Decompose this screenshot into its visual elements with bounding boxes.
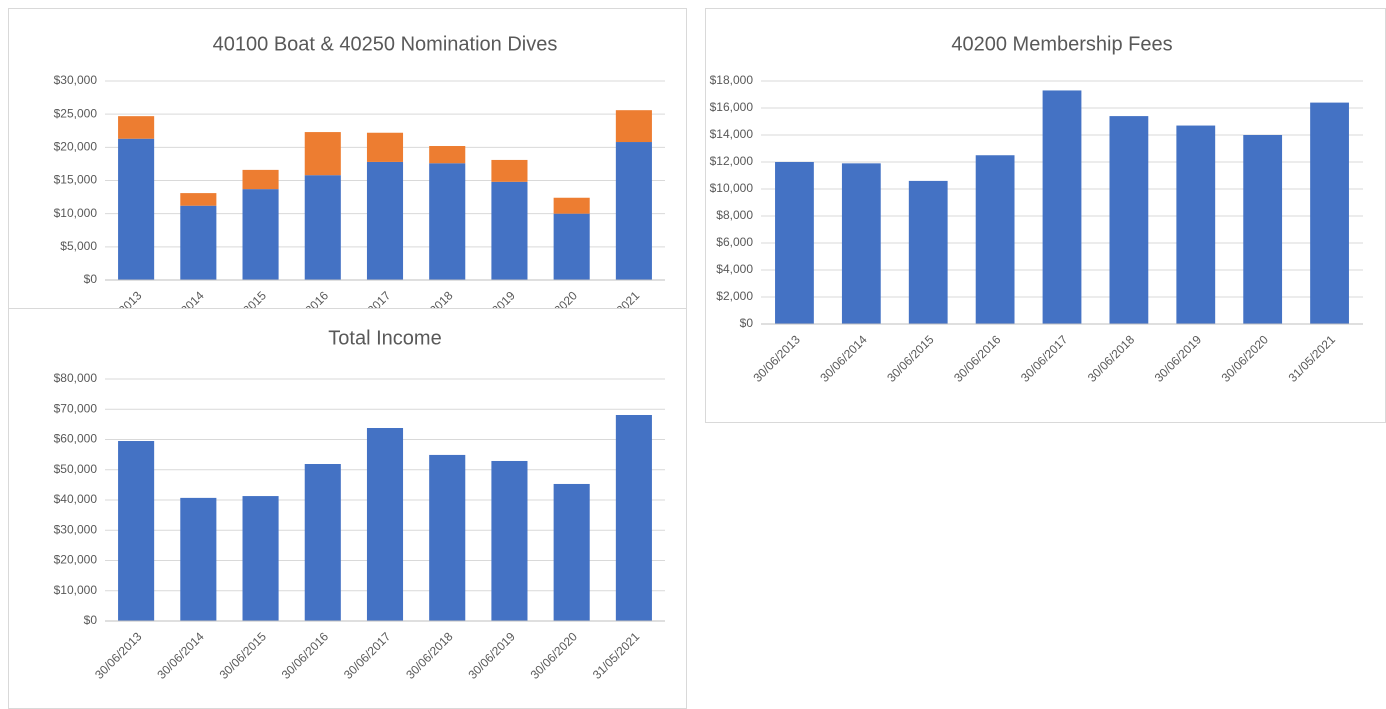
y-tick-label: $30,000 — [54, 73, 98, 87]
bar — [118, 116, 155, 139]
y-tick-label: $20,000 — [54, 140, 98, 154]
bar — [491, 181, 528, 280]
y-tick-label: $20,000 — [54, 553, 98, 567]
y-tick-label: $10,000 — [54, 583, 98, 597]
bar — [1176, 125, 1216, 324]
x-tick-label: 30/06/2018 — [1085, 332, 1138, 385]
x-tick-label: 30/06/2016 — [279, 629, 332, 682]
y-tick-label: $2,000 — [716, 289, 753, 303]
bar — [304, 132, 341, 176]
bar — [491, 460, 528, 621]
y-tick-label: $70,000 — [54, 401, 98, 415]
bar — [429, 163, 466, 280]
x-tick-label: 30/06/2014 — [817, 332, 870, 385]
x-tick-label: 30/06/2018 — [403, 629, 456, 682]
bar — [775, 162, 814, 324]
y-tick-label: $18,000 — [710, 73, 754, 87]
x-tick-label: 30/06/2019 — [465, 629, 518, 682]
bar — [366, 428, 404, 621]
bar — [1310, 102, 1349, 324]
y-tick-label: $10,000 — [710, 181, 754, 195]
bar — [429, 146, 466, 164]
x-tick-label: 30/06/2013 — [750, 332, 803, 385]
y-tick-label: $6,000 — [716, 235, 753, 249]
chart: Total Income $0 $10,000 $20,000 $30,000 $40,0… — [54, 327, 665, 682]
y-tick-label: $0 — [84, 272, 98, 286]
x-tick-label: 31/05/2021 — [1286, 332, 1339, 385]
y-tick-label: $50,000 — [54, 462, 98, 476]
chart-title: Total Income — [328, 327, 441, 349]
chart: 40100 Boat & 40250 Nomination Dives $0 $5,… — [54, 33, 665, 337]
y-tick-label: $60,000 — [54, 432, 98, 446]
chart-panel: 40100 Boat & 40250 Nomination Dives $0 $5,… — [8, 8, 687, 338]
chart: 40200 Membership Fees $0 $2,000 $4,000 $6,00… — [710, 33, 1363, 385]
bar — [180, 497, 217, 621]
bar — [118, 441, 155, 621]
x-tick-label: 30/06/2014 — [154, 629, 207, 682]
bar — [118, 138, 155, 280]
chart-title: 40100 Boat & 40250 Nomination Dives — [213, 33, 558, 55]
x-tick-label: 30/06/2017 — [341, 629, 394, 682]
bar — [553, 197, 590, 214]
y-tick-label: $4,000 — [716, 262, 753, 276]
y-tick-label: $5,000 — [60, 239, 97, 253]
bar — [841, 163, 881, 324]
bar — [366, 161, 404, 280]
y-tick-label: $0 — [84, 613, 98, 627]
bar — [553, 483, 590, 621]
x-tick-label: 30/06/2013 — [92, 629, 145, 682]
y-tick-label: $15,000 — [54, 173, 98, 187]
bar — [304, 175, 341, 280]
bar — [1042, 90, 1082, 324]
bar — [429, 454, 466, 621]
x-tick-label: 30/06/2016 — [951, 332, 1004, 385]
bar — [1109, 116, 1149, 324]
bar — [615, 110, 652, 143]
bar — [180, 205, 217, 280]
chart-panel: Total Income $0 $10,000 $20,000 $30,000 $40,0… — [8, 308, 687, 709]
bar — [242, 169, 279, 190]
bar — [615, 414, 652, 621]
bar — [242, 189, 279, 280]
bar — [553, 213, 590, 280]
bar — [491, 159, 528, 182]
x-tick-label: 30/06/2015 — [217, 629, 270, 682]
bar — [615, 142, 652, 280]
chart-panel: 40200 Membership Fees $0 $2,000 $4,000 $6,00… — [705, 8, 1386, 423]
x-tick-label: 30/06/2020 — [1219, 332, 1272, 385]
x-tick-label: 30/06/2020 — [528, 629, 581, 682]
x-tick-label: 30/06/2019 — [1152, 332, 1205, 385]
chart-title: 40200 Membership Fees — [951, 33, 1172, 55]
y-tick-label: $40,000 — [54, 492, 98, 506]
bar — [908, 180, 948, 324]
x-tick-label: 30/06/2017 — [1018, 332, 1071, 385]
y-tick-label: $25,000 — [54, 106, 98, 120]
bar — [975, 155, 1015, 324]
y-tick-label: $0 — [740, 316, 754, 330]
x-tick-label: 31/05/2021 — [590, 629, 643, 682]
x-tick-label: 30/06/2015 — [884, 332, 937, 385]
y-tick-label: $80,000 — [54, 371, 98, 385]
bar — [366, 132, 404, 162]
bar — [304, 464, 341, 621]
y-tick-label: $14,000 — [710, 127, 754, 141]
y-tick-label: $8,000 — [716, 208, 753, 222]
y-tick-label: $12,000 — [710, 154, 754, 168]
y-tick-label: $30,000 — [54, 522, 98, 536]
y-tick-label: $16,000 — [710, 100, 754, 114]
bar — [1243, 135, 1283, 324]
bar — [242, 496, 279, 621]
y-tick-label: $10,000 — [54, 206, 98, 220]
bar — [180, 193, 217, 206]
